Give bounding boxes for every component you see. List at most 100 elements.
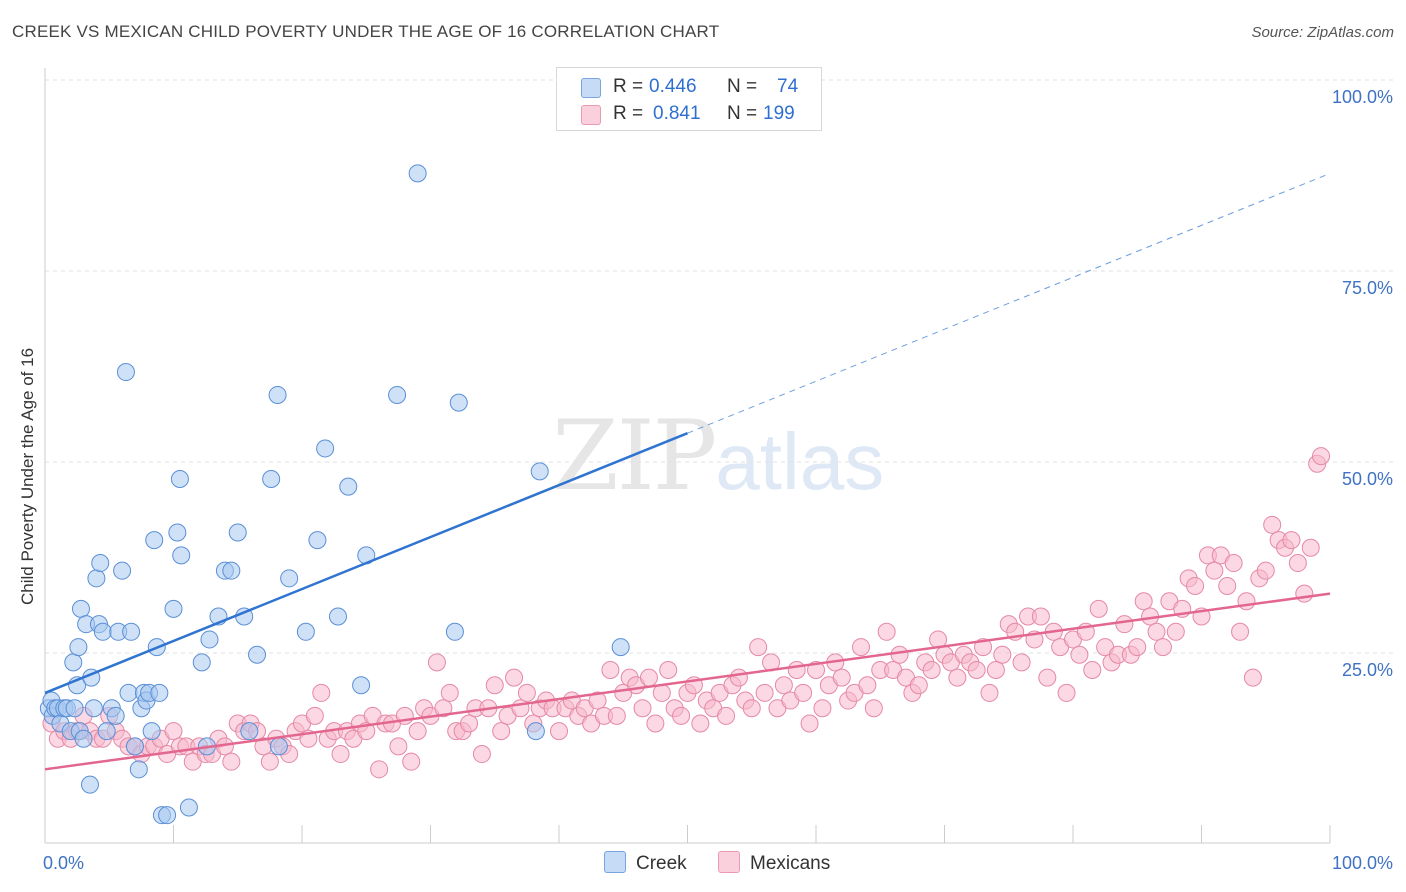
creek-point xyxy=(352,676,371,695)
source-label: Source: ZipAtlas.com xyxy=(1251,24,1394,41)
mexicans-point xyxy=(986,661,1005,679)
mexicans-point xyxy=(550,722,568,741)
creek-point xyxy=(69,638,88,657)
mexicans-point xyxy=(1263,515,1282,534)
legend-swatch-mexicans xyxy=(581,105,601,125)
mexicans-point xyxy=(864,699,883,718)
mexicans-point xyxy=(851,638,870,657)
creek-point xyxy=(65,699,84,718)
mexicans-point xyxy=(742,699,761,718)
creek-point xyxy=(445,622,464,641)
creek-point xyxy=(125,737,144,756)
mexicans-point xyxy=(980,683,999,702)
mexicans-point xyxy=(858,676,877,695)
creek-point xyxy=(158,806,177,825)
y-tick-label: 75.0% xyxy=(1342,278,1393,298)
mexicans-point xyxy=(877,622,896,641)
creek-point xyxy=(200,630,219,649)
creek-point xyxy=(308,531,327,550)
creek-point xyxy=(71,599,90,618)
creek-point xyxy=(280,569,299,588)
creek-point xyxy=(248,645,267,664)
legend-r-label: R = xyxy=(613,76,644,97)
legend-r-value: 0.446 xyxy=(649,76,697,97)
mexicans-point xyxy=(485,676,504,695)
mexicans-point xyxy=(807,661,825,679)
mexicans-point xyxy=(1256,561,1275,580)
bottom-legend-mexicans: Mexicans xyxy=(718,851,830,875)
creek-point xyxy=(113,561,132,580)
mexicans-point xyxy=(691,714,710,733)
mexicans-point xyxy=(1012,653,1031,672)
stats-legend: R = 0.446 N = 74 R = 0.841 N = 199 xyxy=(556,67,822,131)
mexicans-point xyxy=(1312,447,1331,466)
mexicans-point xyxy=(639,668,658,687)
mexicans-point xyxy=(659,661,678,679)
mexicans-point xyxy=(1231,622,1250,641)
creek-point xyxy=(268,385,287,404)
mexicans-point xyxy=(1153,638,1172,657)
mexicans-point xyxy=(1147,622,1166,641)
mexicans-point xyxy=(774,676,793,695)
mexicans-point xyxy=(890,645,909,664)
mexicans-point xyxy=(1083,661,1102,679)
mexicans-point xyxy=(729,668,748,687)
mexicans-point xyxy=(164,722,183,741)
mexicans-point xyxy=(607,706,626,725)
mexicans-point xyxy=(472,745,491,764)
creek-point xyxy=(129,760,148,779)
mexicans-point xyxy=(331,745,350,764)
mexicans-point xyxy=(1128,638,1147,657)
creek-point xyxy=(106,706,125,725)
creek-point xyxy=(64,653,83,672)
legend-n-value: 74 xyxy=(777,76,799,97)
mexicans-point xyxy=(749,638,768,657)
creek-point xyxy=(228,523,247,542)
mexicans-point xyxy=(222,752,241,771)
creek-point xyxy=(449,393,468,412)
watermark-zip: ZIP xyxy=(552,400,717,512)
mexicans-point xyxy=(1070,645,1089,664)
mexicans-point xyxy=(755,683,774,702)
mexicans-point xyxy=(434,699,453,718)
creek-trend-extension xyxy=(687,172,1331,434)
creek-point xyxy=(97,722,116,741)
bottom-legend-swatch-creek xyxy=(604,851,626,873)
mexicans-point xyxy=(427,653,446,672)
mexicans-point xyxy=(440,683,459,702)
creek-point xyxy=(328,607,347,626)
creek-point xyxy=(84,699,103,718)
legend-swatch-creek xyxy=(581,78,601,98)
mexicans-point xyxy=(370,760,389,779)
mexicans-point xyxy=(1288,554,1307,573)
mexicans-point xyxy=(460,714,479,733)
legend-n-label: N = xyxy=(727,76,758,97)
mexicans-point xyxy=(794,683,813,702)
creek-point xyxy=(80,775,99,794)
mexicans-point xyxy=(1089,599,1108,618)
mexicans-point xyxy=(948,668,967,687)
creek-point xyxy=(168,523,187,542)
mexicans-point xyxy=(717,706,736,725)
mexicans-point xyxy=(305,706,324,725)
creek-point xyxy=(240,722,259,741)
creek-point xyxy=(145,531,164,550)
mexicans-point xyxy=(633,699,652,718)
legend-n-value: 199 xyxy=(763,103,795,124)
creek-point xyxy=(388,385,407,404)
mexicans-point xyxy=(832,668,851,687)
mexicans-point xyxy=(1295,584,1314,603)
creek-point xyxy=(87,569,106,588)
mexicans-point xyxy=(389,737,408,756)
mexicans-point xyxy=(492,722,511,741)
mexicans-point xyxy=(800,714,819,733)
mexicans-point xyxy=(1218,576,1237,595)
creek-point xyxy=(316,439,335,458)
creek-point xyxy=(116,363,135,382)
mexicans-point xyxy=(1224,554,1243,573)
mexicans-point xyxy=(1134,592,1153,611)
bottom-legend-creek: Creek xyxy=(604,851,687,875)
creek-point xyxy=(296,622,315,641)
mexicans-point xyxy=(1031,607,1050,626)
